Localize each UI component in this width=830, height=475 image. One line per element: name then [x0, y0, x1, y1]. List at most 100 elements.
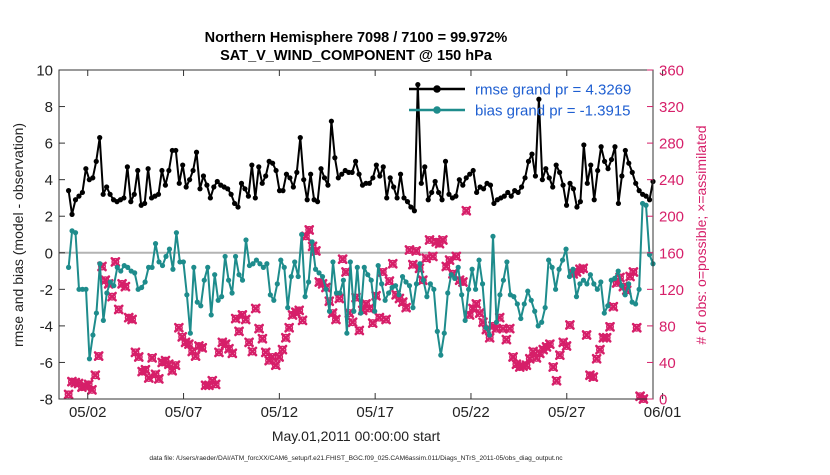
rmse-data-point	[522, 175, 528, 181]
obs-possible-marker	[154, 374, 163, 383]
rmse-data-point	[432, 178, 438, 185]
bias-data-point	[142, 279, 148, 285]
obs-possible-marker	[191, 352, 200, 361]
bias-data-point	[351, 308, 357, 314]
bias-data-point	[612, 275, 618, 281]
rmse-data-point	[297, 135, 303, 141]
obs-possible-marker	[632, 323, 641, 332]
bias-data-point	[483, 325, 489, 331]
bias-data-point	[281, 264, 287, 270]
obs-assimilated-marker	[127, 314, 137, 325]
bias-data-point	[399, 273, 406, 280]
bias-data-point	[170, 266, 176, 272]
obs-assimilated-marker	[240, 314, 251, 325]
rmse-data-point	[532, 173, 539, 179]
bias-data-point	[114, 264, 120, 270]
rmse-data-point	[415, 82, 421, 88]
bias-data-point	[445, 290, 451, 296]
rmse-data-point	[252, 195, 258, 201]
bias-data-point	[587, 272, 593, 278]
rmse-data-point	[211, 184, 217, 190]
bias-data-point	[337, 290, 343, 296]
bias-data-point	[340, 277, 346, 283]
rmse-data-point	[377, 173, 383, 179]
rmse-data-point	[283, 171, 290, 177]
obs-possible-marker	[592, 354, 601, 363]
obs-assimilated-marker	[197, 342, 208, 353]
obs-assimilated-marker	[591, 353, 602, 364]
obs-assimilated-marker	[304, 225, 315, 235]
rmse-data-point	[308, 171, 314, 177]
bias-data-point	[434, 328, 440, 334]
bias-data-point	[556, 266, 562, 272]
obs-assimilated-marker	[564, 320, 575, 330]
bias-data-point	[493, 319, 500, 325]
rmse-data-point	[491, 200, 497, 207]
rmse-data-point	[442, 158, 449, 164]
obs-assimilated-marker	[294, 305, 305, 316]
obs-assimilated-marker	[257, 333, 268, 344]
rmse-data-point	[387, 175, 393, 181]
bias-data-point	[646, 252, 653, 258]
obs-possible-marker	[355, 326, 364, 335]
bias-data-point	[605, 303, 611, 309]
rmse-data-point	[460, 182, 466, 188]
bias-data-point	[264, 261, 270, 267]
bias-data-point	[563, 246, 569, 252]
obs-possible-marker	[245, 338, 254, 347]
bias-data-point	[546, 257, 552, 263]
rmse-data-point	[207, 195, 213, 201]
bias-data-point	[504, 259, 510, 265]
x-tick-label: 05/17	[356, 404, 394, 421]
obs-assimilated-marker	[331, 314, 341, 325]
bias-data-point	[97, 261, 103, 267]
rmse-data-point	[193, 149, 200, 155]
rmse-data-point	[384, 195, 390, 201]
rmse-data-point	[79, 189, 86, 196]
y2-tick-label: 80	[659, 318, 676, 335]
y-tick-label: -4	[40, 318, 53, 335]
y-tick-label: -8	[40, 392, 53, 409]
bias-data-point	[514, 301, 520, 307]
rmse-data-point	[505, 189, 511, 196]
bias-data-point	[413, 281, 420, 287]
rmse-data-point	[453, 193, 459, 199]
rmse-data-point	[595, 167, 601, 174]
bias-data-point	[559, 257, 566, 263]
bias-data-point	[236, 272, 242, 278]
rmse-data-point	[204, 182, 210, 188]
obs-assimilated-marker	[214, 347, 224, 358]
obs-assimilated-marker	[441, 261, 452, 272]
rmse-data-point	[332, 155, 338, 161]
obs-possible-marker	[91, 371, 100, 380]
bias-data-point	[72, 230, 79, 236]
rmse-data-point	[429, 189, 435, 196]
y-tick-label: -6	[40, 355, 53, 372]
obs-possible-marker	[228, 349, 237, 358]
obs-possible-marker	[94, 352, 103, 361]
rmse-data-point	[646, 197, 653, 203]
bias-data-point	[396, 292, 402, 298]
obs-assimilated-marker	[140, 364, 151, 375]
obs-assimilated-marker	[548, 362, 559, 372]
obs-assimilated-marker	[631, 322, 642, 333]
bias-data-point	[448, 272, 454, 278]
obs-possible-marker	[545, 340, 554, 349]
rmse-data-point	[273, 167, 279, 174]
bias-data-point	[312, 266, 319, 272]
y2-tick-label: 360	[659, 63, 684, 80]
obs-assimilated-marker	[341, 267, 351, 277]
obs-assimilated-marker	[605, 321, 615, 332]
bias-data-point	[539, 319, 545, 325]
rmse-data-point	[612, 144, 618, 150]
rmse-data-point	[391, 184, 397, 190]
bias-data-point	[427, 281, 433, 287]
bias-data-point	[198, 303, 204, 309]
x-tick-label: 06/01	[644, 404, 682, 421]
plot-area: 05/02 05/07 05/12 05/17 05/22 05/27 06/01 -8 -6 -…	[36, 63, 684, 422]
y2-tick-label: 0	[659, 392, 667, 409]
rmse-data-point	[518, 184, 525, 190]
rmse-data-point	[166, 167, 172, 174]
rmse-data-point	[259, 180, 265, 186]
bias-data-point	[219, 294, 225, 300]
